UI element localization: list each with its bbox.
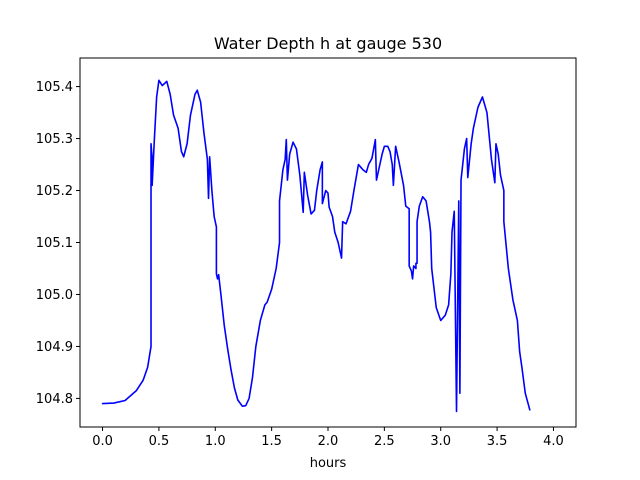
x-tick-label: 0.0 bbox=[92, 434, 113, 449]
x-tick-label: 1.0 bbox=[205, 434, 226, 449]
x-axis-label: hours bbox=[310, 456, 347, 471]
chart-title: Water Depth h at gauge 530 bbox=[214, 34, 442, 53]
x-tick-label: 2.5 bbox=[374, 434, 395, 449]
x-tick-label: 3.5 bbox=[487, 434, 508, 449]
x-tick-label: 2.0 bbox=[318, 434, 339, 449]
plot-area bbox=[80, 58, 576, 427]
y-tick-label: 105.1 bbox=[36, 236, 73, 251]
y-tick-label: 105.3 bbox=[36, 132, 73, 147]
y-tick-label: 104.9 bbox=[36, 340, 73, 355]
y-axis: 104.8 104.9 105.0 105.1 105.2 105.3 105.4 bbox=[36, 80, 80, 407]
series-layer bbox=[101, 79, 531, 413]
y-tick-label: 105.2 bbox=[36, 184, 73, 199]
x-tick-label: 4.0 bbox=[543, 434, 564, 449]
y-tick-label: 104.8 bbox=[36, 392, 73, 407]
x-axis: 0.0 0.5 1.0 1.5 2.0 2.5 3.0 3.5 4.0 bbox=[92, 427, 564, 449]
series-line bbox=[101, 79, 531, 413]
y-tick-label: 105.4 bbox=[36, 80, 73, 95]
y-tick-label: 105.0 bbox=[36, 288, 73, 303]
x-tick-label: 1.5 bbox=[261, 434, 282, 449]
x-tick-label: 3.0 bbox=[430, 434, 451, 449]
x-tick-label: 0.5 bbox=[149, 434, 170, 449]
